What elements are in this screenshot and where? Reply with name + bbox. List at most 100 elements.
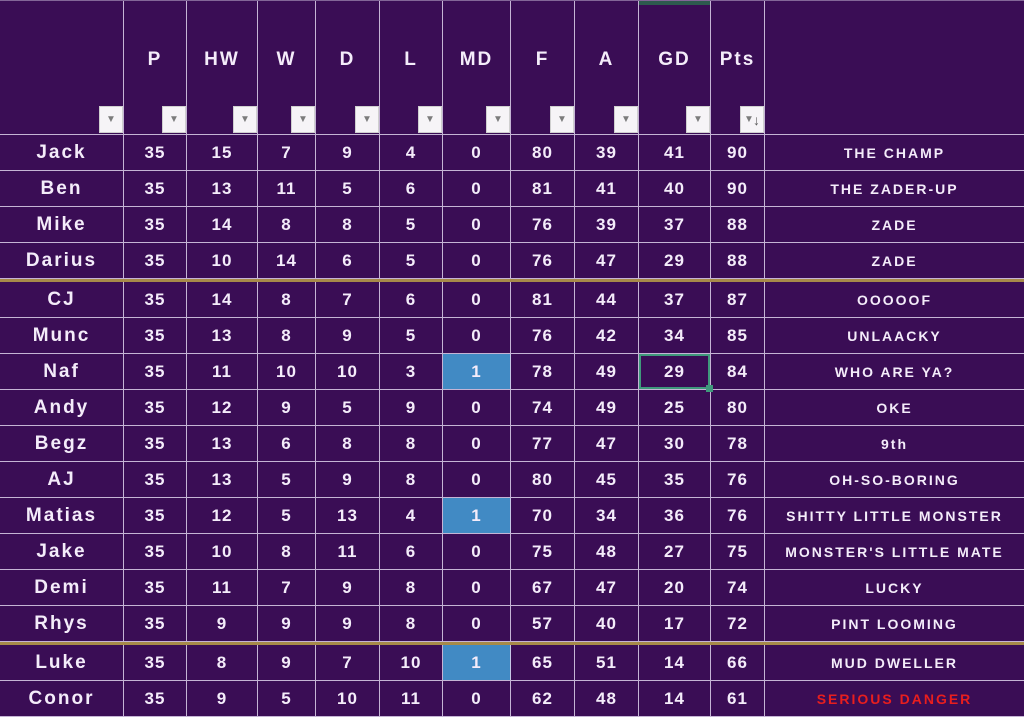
- cell-L[interactable]: 9: [380, 390, 443, 425]
- cell-HW[interactable]: 11: [187, 354, 258, 389]
- cell-HW[interactable]: 13: [187, 171, 258, 206]
- cell-L[interactable]: 6: [380, 534, 443, 569]
- cell-L[interactable]: 4: [380, 498, 443, 533]
- cell-P[interactable]: 35: [124, 534, 187, 569]
- cell-F[interactable]: 76: [511, 243, 575, 278]
- cell-A[interactable]: 44: [575, 282, 639, 317]
- cell-P[interactable]: 35: [124, 606, 187, 641]
- comment-cell[interactable]: PINT LOOMING: [831, 615, 958, 632]
- cell-MD[interactable]: 0: [443, 171, 511, 206]
- comment-cell[interactable]: THE ZADER-UP: [830, 180, 959, 197]
- cell-GD[interactable]: 40: [639, 171, 711, 206]
- player-name-cell[interactable]: Jack: [0, 135, 124, 170]
- comment-cell[interactable]: WHO ARE YA?: [834, 363, 955, 380]
- cell-F[interactable]: 67: [511, 570, 575, 605]
- cell-D[interactable]: 7: [316, 282, 380, 317]
- cell-P[interactable]: 35: [124, 498, 187, 533]
- cell-GD[interactable]: 35: [639, 462, 711, 497]
- cell-D[interactable]: 9: [316, 606, 380, 641]
- cell-Pts[interactable]: 85: [711, 318, 765, 353]
- cell-GD[interactable]: 37: [639, 207, 711, 242]
- cell-L[interactable]: 6: [380, 171, 443, 206]
- cell-D[interactable]: 9: [316, 318, 380, 353]
- cell-L[interactable]: 3: [380, 354, 443, 389]
- comment-cell[interactable]: MONSTER'S LITTLE MATE: [785, 543, 1004, 560]
- cell-D[interactable]: 10: [316, 354, 380, 389]
- cell-D[interactable]: 10: [316, 681, 380, 716]
- cell-MD[interactable]: 0: [443, 207, 511, 242]
- cell-A[interactable]: 48: [575, 534, 639, 569]
- cell-P[interactable]: 35: [124, 171, 187, 206]
- filter-button-name[interactable]: ▼: [99, 106, 123, 133]
- filter-button-F[interactable]: ▼: [550, 106, 574, 133]
- cell-GD[interactable]: 29: [639, 243, 711, 278]
- cell-MD[interactable]: 0: [443, 534, 511, 569]
- cell-A[interactable]: 45: [575, 462, 639, 497]
- cell-D[interactable]: 8: [316, 207, 380, 242]
- cell-F[interactable]: 76: [511, 207, 575, 242]
- cell-F[interactable]: 77: [511, 426, 575, 461]
- cell-A[interactable]: 39: [575, 135, 639, 170]
- cell-GD[interactable]: 30: [639, 426, 711, 461]
- cell-Pts[interactable]: 66: [711, 645, 765, 680]
- cell-W[interactable]: 8: [258, 207, 316, 242]
- filter-button-P[interactable]: ▼: [162, 106, 186, 133]
- cell-Pts[interactable]: 78: [711, 426, 765, 461]
- player-name-cell[interactable]: CJ: [0, 282, 124, 317]
- cell-HW[interactable]: 9: [187, 606, 258, 641]
- filter-button-L[interactable]: ▼: [418, 106, 442, 133]
- cell-HW[interactable]: 9: [187, 681, 258, 716]
- cell-GD[interactable]: 25: [639, 390, 711, 425]
- comment-cell[interactable]: ZADE: [871, 216, 918, 233]
- cell-Pts[interactable]: 61: [711, 681, 765, 716]
- cell-P[interactable]: 35: [124, 243, 187, 278]
- cell-L[interactable]: 8: [380, 426, 443, 461]
- comment-cell[interactable]: MUD DWELLER: [831, 654, 958, 671]
- selection-fill-handle[interactable]: [706, 385, 713, 392]
- cell-L[interactable]: 5: [380, 243, 443, 278]
- cell-Pts[interactable]: 87: [711, 282, 765, 317]
- comment-cell[interactable]: SERIOUS DANGER: [816, 690, 973, 707]
- cell-D[interactable]: 6: [316, 243, 380, 278]
- cell-GD[interactable]: 29: [639, 354, 713, 392]
- cell-MD[interactable]: 0: [443, 681, 511, 716]
- cell-W[interactable]: 8: [258, 318, 316, 353]
- cell-F[interactable]: 57: [511, 606, 575, 641]
- cell-HW[interactable]: 13: [187, 426, 258, 461]
- cell-L[interactable]: 5: [380, 207, 443, 242]
- cell-F[interactable]: 76: [511, 318, 575, 353]
- filter-button-W[interactable]: ▼: [291, 106, 315, 133]
- cell-GD[interactable]: 14: [639, 681, 711, 716]
- player-name-cell[interactable]: Conor: [0, 681, 124, 716]
- cell-HW[interactable]: 11: [187, 570, 258, 605]
- cell-MD[interactable]: 1: [443, 354, 511, 389]
- cell-A[interactable]: 49: [575, 390, 639, 425]
- cell-Pts[interactable]: 75: [711, 534, 765, 569]
- cell-D[interactable]: 13: [316, 498, 380, 533]
- cell-F[interactable]: 74: [511, 390, 575, 425]
- cell-W[interactable]: 9: [258, 645, 316, 680]
- cell-F[interactable]: 81: [511, 171, 575, 206]
- comment-cell[interactable]: ZADE: [871, 252, 918, 269]
- cell-Pts[interactable]: 76: [711, 462, 765, 497]
- cell-HW[interactable]: 14: [187, 282, 258, 317]
- player-name-cell[interactable]: Luke: [0, 645, 124, 680]
- cell-HW[interactable]: 13: [187, 318, 258, 353]
- cell-F[interactable]: 81: [511, 282, 575, 317]
- cell-A[interactable]: 47: [575, 426, 639, 461]
- cell-L[interactable]: 8: [380, 570, 443, 605]
- cell-Pts[interactable]: 72: [711, 606, 765, 641]
- cell-Pts[interactable]: 80: [711, 390, 765, 425]
- cell-F[interactable]: 80: [511, 135, 575, 170]
- cell-GD[interactable]: 27: [639, 534, 711, 569]
- cell-P[interactable]: 35: [124, 135, 187, 170]
- cell-D[interactable]: 5: [316, 390, 380, 425]
- cell-P[interactable]: 35: [124, 426, 187, 461]
- cell-P[interactable]: 35: [124, 462, 187, 497]
- cell-Pts[interactable]: 88: [711, 243, 765, 278]
- cell-Pts[interactable]: 90: [711, 171, 765, 206]
- cell-W[interactable]: 6: [258, 426, 316, 461]
- cell-A[interactable]: 41: [575, 171, 639, 206]
- player-name-cell[interactable]: AJ: [0, 462, 124, 497]
- cell-W[interactable]: 11: [258, 171, 316, 206]
